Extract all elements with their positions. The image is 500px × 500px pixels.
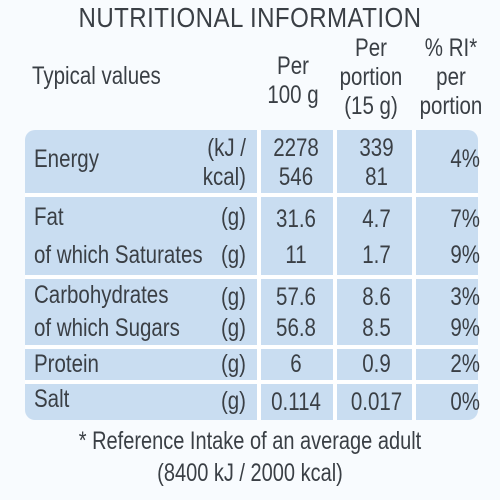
per-100g-header-line-1: Per: [277, 52, 309, 80]
label-title: NUTRITIONAL INFORMATION: [78, 2, 422, 33]
ri-header-line-1: % RI*: [424, 34, 478, 62]
column-divider-per-portion: [333, 130, 337, 420]
energy-unit-kj: (kJ /: [207, 134, 246, 162]
per-portion-header-line-1: Per: [355, 34, 387, 62]
energy-per-portion-kj: 339: [359, 134, 394, 162]
salt-per-100g: 0.114: [271, 388, 321, 416]
saturates-per-100g: 11: [285, 241, 307, 269]
protein-per-100g: 6: [290, 350, 302, 378]
row-divider-protein-salt: [25, 380, 478, 384]
row-divider-energy-fat: [25, 193, 478, 197]
column-divider-ri: [412, 130, 416, 420]
reference-intake-note: * Reference Intake of an average adult: [78, 427, 422, 455]
sugars-per-100g: 56.8: [276, 314, 316, 342]
carbohydrates-label: Carbohydrates: [34, 281, 169, 309]
carbohydrates-unit: (g): [220, 283, 246, 311]
protein-ri: 2%: [450, 350, 480, 378]
ri-per-portion-header: % RI* per portion: [419, 34, 483, 121]
energy-per-portion-kcal: 81: [365, 163, 388, 191]
salt-label: Salt: [34, 385, 70, 413]
row-divider-fat-carbohydrates: [25, 275, 478, 279]
sugars-unit: (g): [220, 314, 246, 342]
saturates-per-portion: 1.7: [362, 241, 391, 269]
protein-per-portion: 0.9: [362, 350, 391, 378]
fat-ri: 7%: [450, 205, 480, 233]
reference-intake-values: (8400 kJ / 2000 kcal): [157, 459, 343, 487]
ri-header-line-2: per: [436, 63, 466, 91]
energy-ri: 4%: [450, 145, 480, 173]
saturates-label: of which Saturates: [34, 241, 203, 269]
salt-unit: (g): [220, 387, 246, 415]
protein-unit: (g): [220, 350, 246, 378]
salt-ri: 0%: [450, 388, 480, 416]
saturates-unit: (g): [220, 241, 246, 269]
row-divider-carbohydrates-protein: [25, 345, 478, 349]
carbohydrates-ri: 3%: [450, 283, 480, 311]
ri-header-line-3: portion: [419, 92, 483, 120]
energy-unit-kcal: kcal): [202, 163, 246, 191]
protein-label: Protein: [34, 350, 99, 378]
energy-per-100g-kj: 2278: [273, 134, 319, 162]
sugars-per-portion: 8.5: [362, 314, 391, 342]
carbohydrates-per-100g: 57.6: [276, 283, 316, 311]
sugars-ri: 9%: [450, 314, 480, 342]
salt-per-portion: 0.017: [350, 388, 403, 416]
sugars-label: of which Sugars: [34, 314, 180, 342]
per-portion-header-line-2: portion: [339, 63, 403, 91]
fat-label: Fat: [34, 203, 64, 231]
per-100g-header-line-2: 100 g: [267, 81, 319, 109]
per-100g-header: Per 100 g: [264, 52, 321, 110]
fat-unit: (g): [220, 203, 246, 231]
carbohydrates-per-portion: 8.6: [362, 283, 391, 311]
energy-per-100g-kcal: 546: [278, 163, 314, 191]
per-portion-header: Per portion (15 g): [337, 34, 404, 121]
fat-per-100g: 31.6: [276, 205, 316, 233]
saturates-ri: 9%: [450, 241, 480, 269]
energy-label: Energy: [34, 145, 99, 173]
typical-values-header: Typical values: [32, 62, 161, 90]
per-portion-header-line-3: (15 g): [344, 92, 398, 120]
fat-per-portion: 4.7: [362, 205, 391, 233]
column-divider-per-100g: [257, 130, 261, 420]
